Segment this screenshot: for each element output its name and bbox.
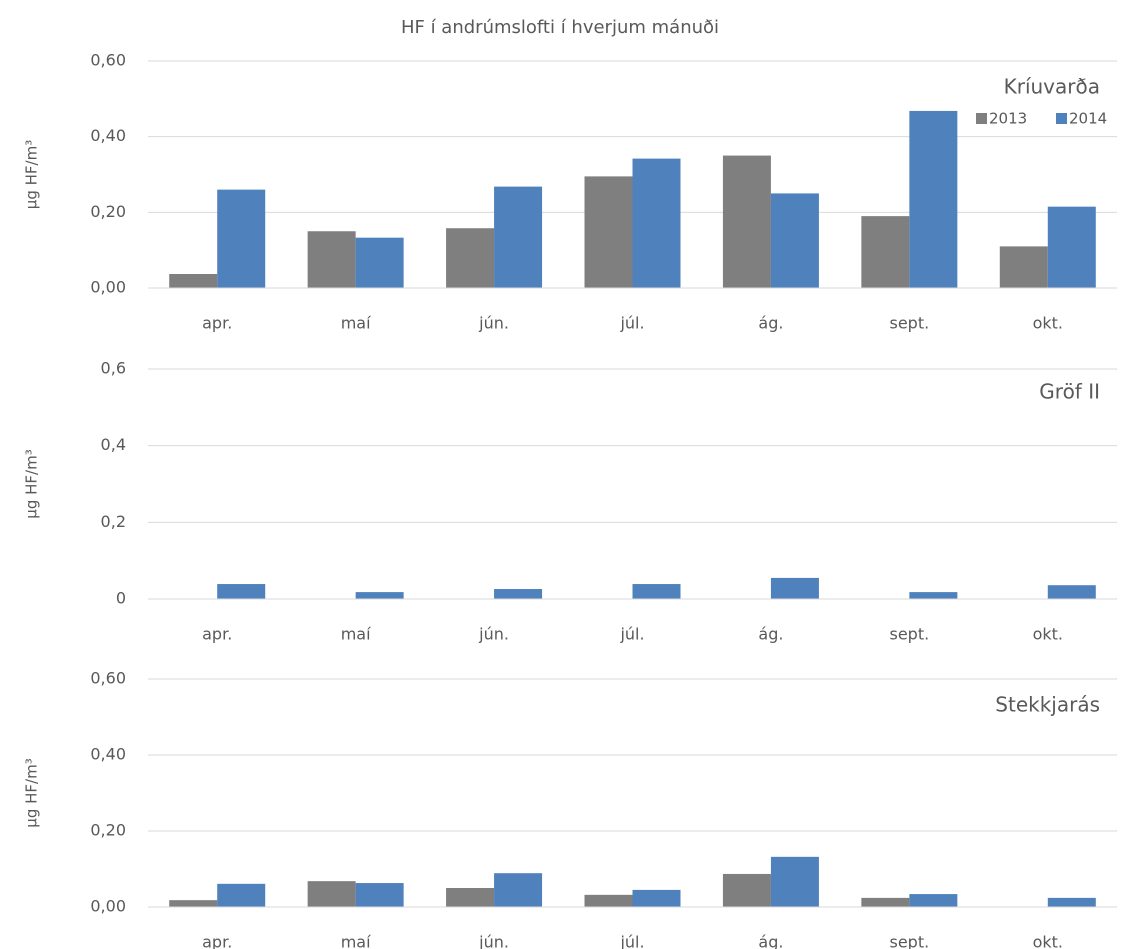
y-tick-label: 0,40	[90, 745, 126, 764]
x-tick-label: júl.	[619, 625, 644, 644]
y-tick-label: 0,20	[90, 821, 126, 840]
y-tick-label: 0,4	[101, 435, 126, 454]
legend-label: 2014	[1069, 110, 1107, 128]
bar	[355, 237, 404, 288]
subtitle: Stekkjarás	[995, 693, 1100, 717]
x-tick-label: sept.	[890, 314, 930, 333]
x-tick-label: ág.	[758, 314, 783, 333]
bar	[861, 897, 910, 907]
bar	[770, 193, 819, 288]
bar	[770, 856, 819, 907]
bar	[1047, 206, 1096, 288]
y-tick-label: 0,60	[90, 51, 126, 70]
bar	[909, 894, 958, 907]
x-tick-label: okt.	[1033, 314, 1063, 333]
x-tick-label: ág.	[758, 933, 783, 949]
bar	[446, 228, 495, 288]
bar	[217, 883, 266, 907]
y-tick-label: 0,00	[90, 278, 126, 297]
x-tick-label: maí	[341, 314, 371, 333]
bar	[307, 881, 356, 907]
bar	[909, 110, 958, 288]
subtitle: Gröf II	[1039, 380, 1100, 404]
bar	[770, 577, 819, 599]
bar	[909, 592, 958, 599]
bar	[494, 873, 543, 907]
bar	[722, 155, 771, 288]
bar	[1047, 897, 1096, 907]
bar	[861, 216, 910, 288]
x-tick-label: okt.	[1033, 933, 1063, 949]
y-tick-label: 0,60	[90, 669, 126, 688]
legend-swatch	[1056, 113, 1067, 124]
bar	[169, 900, 218, 907]
y-axis-label: µg HF/m³	[23, 449, 41, 518]
bar	[446, 888, 495, 907]
y-tick-label: 0,40	[90, 126, 126, 145]
x-tick-label: sept.	[890, 933, 930, 949]
y-tick-label: 0,20	[90, 202, 126, 221]
bar	[307, 231, 356, 288]
bar	[1047, 585, 1096, 599]
bar	[722, 873, 771, 907]
y-tick-label: 0,00	[90, 897, 126, 916]
x-tick-label: apr.	[202, 625, 232, 644]
y-axis-label: µg HF/m³	[23, 140, 41, 209]
bar	[169, 274, 218, 288]
bar	[494, 186, 543, 288]
legend-swatch	[976, 113, 987, 124]
x-tick-label: ág.	[758, 625, 783, 644]
x-tick-label: apr.	[202, 933, 232, 949]
x-tick-label: júl.	[619, 314, 644, 333]
bar	[632, 158, 681, 288]
x-tick-label: júl.	[619, 933, 644, 949]
x-tick-label: jún.	[478, 625, 509, 644]
bar	[584, 894, 633, 907]
bar	[999, 246, 1048, 288]
x-tick-label: apr.	[202, 314, 232, 333]
subtitle: Kríuvarða	[1004, 75, 1100, 99]
x-tick-label: okt.	[1033, 625, 1063, 644]
legend-label: 2013	[989, 110, 1027, 128]
x-tick-label: jún.	[478, 314, 509, 333]
bar	[355, 883, 404, 907]
bar	[632, 889, 681, 907]
x-tick-label: sept.	[890, 625, 930, 644]
x-tick-label: maí	[341, 625, 371, 644]
x-tick-label: jún.	[478, 933, 509, 949]
y-tick-label: 0,2	[101, 512, 126, 531]
bar	[217, 189, 266, 288]
x-tick-label: maí	[341, 933, 371, 949]
bar	[584, 176, 633, 288]
y-tick-label: 0	[116, 589, 126, 608]
y-tick-label: 0,6	[101, 359, 126, 378]
y-axis-label: µg HF/m³	[23, 758, 41, 827]
bar	[494, 589, 543, 599]
bar	[355, 592, 404, 599]
chart-title: HF í andrúmslofti í hverjum mánuði	[401, 17, 719, 38]
bar	[632, 584, 681, 599]
bar	[217, 584, 266, 599]
